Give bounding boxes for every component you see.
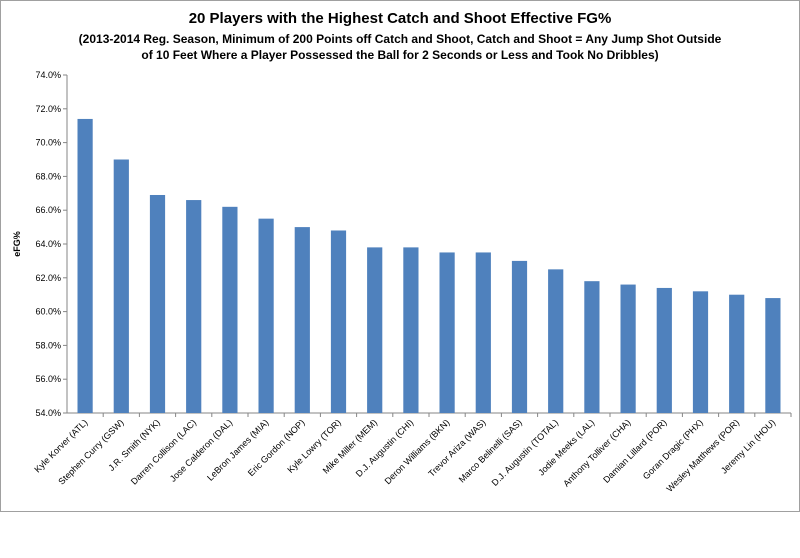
bar[interactable] <box>548 269 564 413</box>
plot-area: 54.0% 56.0% 58.0% 60.0% 62.0% 64.0% 66.0% 68.0%… <box>32 70 792 494</box>
x-tick-label: D.J. Augustin (TOTAL) <box>490 417 561 488</box>
bar[interactable] <box>294 227 310 413</box>
x-tick-label: Jose Calderon (DAL) <box>168 417 235 484</box>
bar[interactable] <box>149 194 166 413</box>
bar[interactable] <box>222 206 238 413</box>
y-tick-label: 56.0% <box>35 374 61 384</box>
bar[interactable] <box>439 252 455 413</box>
bar[interactable] <box>113 159 129 414</box>
x-tick-label: Anthony Tolliver (CHA) <box>561 417 632 488</box>
y-tick-label: 70.0% <box>35 138 61 148</box>
x-tick-label: Stephen Curry (GSW) <box>56 417 125 486</box>
y-tick-label: 54.0% <box>35 408 61 418</box>
bar[interactable] <box>620 284 636 413</box>
bar[interactable] <box>403 247 419 413</box>
y-tick-label: 60.0% <box>35 307 61 317</box>
bar[interactable] <box>511 260 528 413</box>
y-tick-label: 66.0% <box>35 205 61 215</box>
y-tick-label: 62.0% <box>35 273 61 283</box>
bar[interactable] <box>656 287 672 413</box>
bar[interactable] <box>584 281 600 413</box>
x-tick-label: Goran Dragic (PHX) <box>641 417 705 481</box>
chart-subtitle-line-2: of 10 Feet Where a Player Possessed the … <box>141 48 658 62</box>
bar[interactable] <box>258 218 274 413</box>
chart-frame: 20 Players with the Highest Catch and Sh… <box>0 0 800 512</box>
chart-title: 20 Players with the Highest Catch and Sh… <box>189 10 612 27</box>
bar[interactable] <box>367 247 383 413</box>
bar[interactable] <box>765 298 781 413</box>
x-tick-label: Deron Williams (BKN) <box>383 417 452 486</box>
x-tick-label: Marco Belinelli (SAS) <box>457 417 524 484</box>
y-tick-label: 74.0% <box>35 70 61 80</box>
bar-chart: 20 Players with the Highest Catch and Sh… <box>12 10 792 494</box>
bar[interactable] <box>729 294 745 413</box>
bar[interactable] <box>692 291 709 413</box>
y-tick-label: 68.0% <box>35 171 61 181</box>
y-tick-label: 64.0% <box>35 239 61 249</box>
y-tick-label: 58.0% <box>35 340 61 350</box>
bar[interactable] <box>186 200 202 413</box>
bar[interactable] <box>330 230 347 413</box>
y-tick-label: 72.0% <box>35 104 61 114</box>
x-tick-label: Wesley Matthews (POR) <box>664 417 741 494</box>
bar[interactable] <box>77 118 93 413</box>
bar[interactable] <box>475 252 491 413</box>
x-tick-label: Damian Lillard (POR) <box>601 417 669 485</box>
y-axis-title: eFG% <box>12 231 22 257</box>
x-tick-label: Darren Collison (LAC) <box>129 417 198 486</box>
x-tick-label: LeBron James (MIA) <box>205 417 270 482</box>
chart-subtitle-line-1: (2013-2014 Reg. Season, Minimum of 200 P… <box>79 32 722 46</box>
